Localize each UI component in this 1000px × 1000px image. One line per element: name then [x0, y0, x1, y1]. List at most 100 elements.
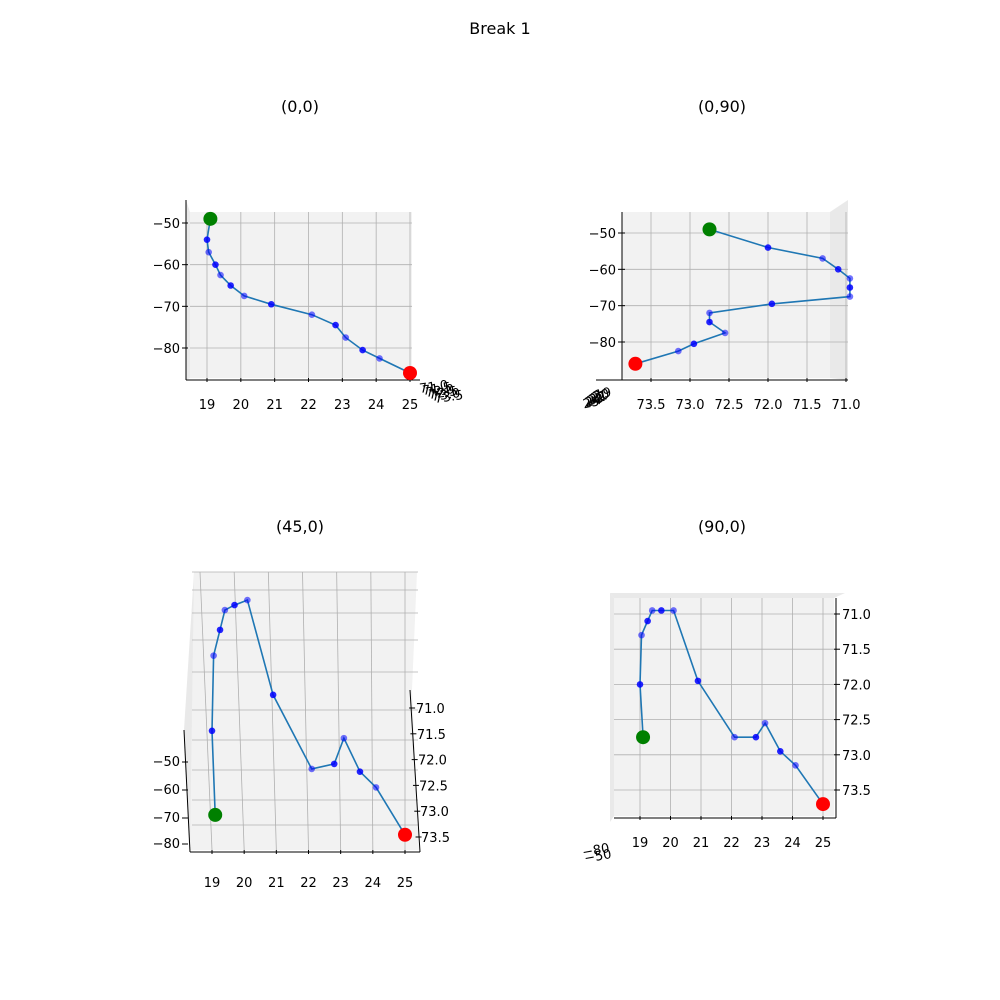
depth-tick-label: 72.5 [427, 384, 458, 403]
side-pane [610, 593, 614, 822]
depth-tick-label: 71.0 [418, 378, 449, 397]
y-tick-label: −70 [153, 300, 180, 315]
trajectory-point [638, 631, 645, 639]
depth-tick-label: 72.0 [424, 382, 455, 401]
trajectory-line [211, 599, 406, 836]
y-tick-label: −50 [589, 227, 616, 242]
z-tick-label: 72.5 [419, 779, 448, 794]
trajectory-point [372, 784, 380, 791]
x-tick-label: 19 [204, 876, 221, 891]
x-tick-label: 22 [300, 876, 317, 891]
x-tick-label: 24 [365, 876, 382, 891]
x-tick-label: 19 [632, 836, 649, 851]
trajectory-point [690, 340, 698, 348]
x-tick-label: 21 [268, 876, 285, 891]
panel-title: (45,0) [276, 517, 324, 536]
x-tick-label: 24 [368, 398, 385, 413]
x-tick-label: 21 [693, 836, 710, 851]
x-tick-label: 19 [199, 398, 216, 413]
grid-line [302, 571, 309, 851]
trajectory-point [227, 282, 234, 289]
x-tick-label: 24 [784, 836, 801, 851]
start-marker [203, 211, 218, 226]
trajectory-point [212, 261, 219, 268]
trajectory-point [648, 607, 656, 614]
panel-view-90-0: (90,0) 19 20 21 22 23 24 25 71.0 71.5 72.0 72.5 73.… [581, 517, 871, 867]
trajectory-point [205, 248, 212, 256]
trajectory-point [777, 747, 784, 755]
back-pane [190, 572, 419, 850]
panel-title: (90,0) [698, 517, 746, 536]
y-tick-label: −80 [153, 342, 180, 357]
x-tick-label: 22 [723, 836, 740, 851]
grid-line [336, 571, 342, 851]
panel-title: (0,0) [281, 97, 319, 116]
trajectory-point [221, 606, 229, 614]
grid-line [267, 571, 277, 851]
start-marker [702, 222, 717, 237]
x-tick-label: 20 [662, 836, 679, 851]
depth-tick-label: 24 [584, 393, 603, 411]
x-tick-label: 23 [754, 836, 771, 851]
trajectory-point [376, 355, 383, 362]
panel-view-0-0: (0,0) 19 20 21 22 23 24 25 −50 −60 −70 −80 71.071.5… [153, 97, 465, 413]
panel-view-45-0: (45,0) 19 20 21 22 23 24 25 −50 −60 −70 −80 71.0 71.… [153, 517, 450, 891]
depth-tick-label: 20 [592, 387, 611, 405]
trajectory-point [636, 681, 644, 688]
panel-view-0-90: (0,90) 73.5 73.0 72.5 72.0 71.5 71.0 −50 −60 −70… [582, 97, 861, 413]
x-tick-label: 72.0 [754, 398, 783, 413]
back-pane [614, 598, 834, 816]
side-pane [186, 200, 190, 380]
trajectory-point [644, 617, 651, 625]
z-tick-label: 73.0 [420, 805, 449, 820]
x-tick-label: 71.0 [832, 398, 861, 413]
trajectory-point [706, 318, 713, 326]
x-tick-label: 22 [300, 398, 317, 413]
z-tick-label: 72.0 [842, 678, 871, 693]
z-tick-label: 71.0 [416, 702, 445, 717]
start-marker [208, 807, 223, 822]
trajectory-point [267, 300, 275, 308]
side-pane [184, 572, 194, 850]
x-tick-label: 25 [402, 398, 419, 413]
trajectory-point [675, 347, 682, 355]
y-tick-label: −50 [153, 755, 180, 770]
z-tick-label: 71.5 [417, 728, 446, 743]
y-tick-label: −80 [153, 837, 180, 852]
z-tick-label: 72.5 [842, 714, 871, 729]
z-tick-label: 73.5 [842, 784, 871, 799]
trajectory-point [210, 652, 217, 659]
side-pane [830, 200, 848, 380]
x-tick-label: 23 [334, 398, 351, 413]
x-tick-label: 73.5 [637, 398, 666, 413]
y-tick-label: −80 [589, 336, 616, 351]
trajectory-point [231, 601, 238, 609]
trajectory-point [359, 346, 366, 354]
trajectory-point [834, 266, 842, 273]
trajectory-point [216, 626, 224, 634]
trajectory-point [846, 275, 854, 282]
z-tick-label: 73.0 [842, 749, 871, 764]
y-tick-label: −70 [153, 811, 180, 826]
trajectory-point [203, 236, 211, 243]
panel-title: (0,90) [698, 97, 746, 116]
depth-tick-label: −50 [583, 847, 613, 867]
depth-tick-label: 25 [582, 394, 601, 412]
y-tick-label: −70 [589, 300, 616, 315]
x-tick-label: 23 [332, 876, 349, 891]
trajectory-point [670, 607, 677, 614]
x-tick-label: 25 [397, 876, 414, 891]
depth-tick-label: 23 [586, 391, 605, 409]
trajectory-point [792, 762, 799, 769]
trajectory-point [731, 733, 738, 741]
trajectory-point [308, 765, 316, 773]
trajectory-point [332, 321, 339, 329]
y-tick-label: −60 [589, 263, 616, 278]
depth-tick-label: 73.0 [430, 386, 461, 405]
trajectory-point [706, 309, 713, 317]
trajectory-point [340, 734, 348, 742]
depth-tick-label: 21 [590, 388, 609, 406]
trajectory-point [342, 334, 350, 341]
trajectory-point [761, 719, 769, 727]
